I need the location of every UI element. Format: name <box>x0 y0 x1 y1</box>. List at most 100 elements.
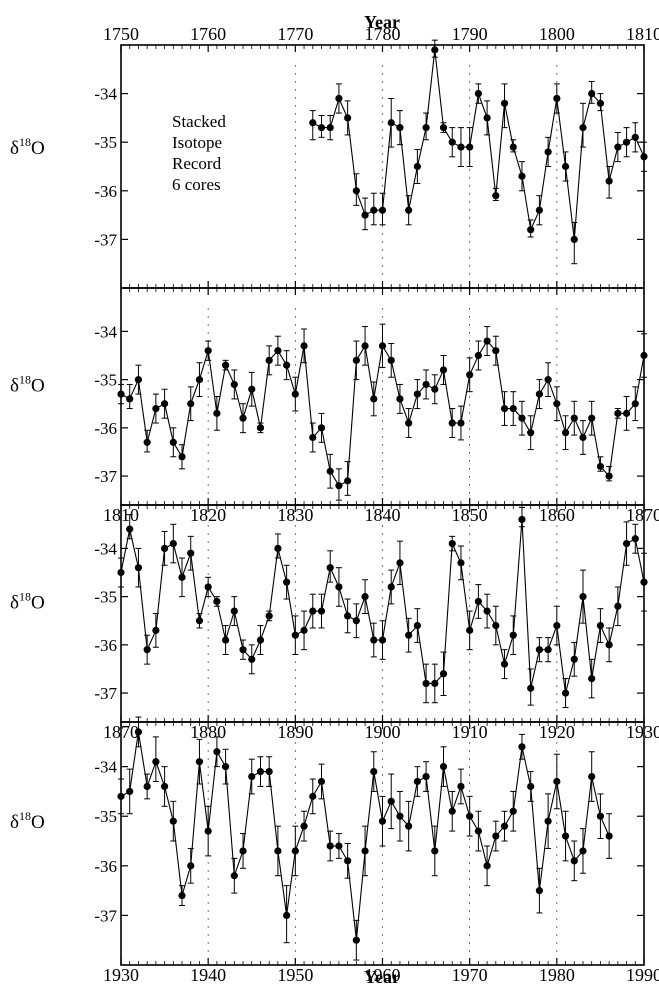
panel4-xtick-label: 1980 <box>539 965 575 985</box>
panel2-data-point <box>230 380 238 389</box>
panel2-data-point <box>500 404 509 413</box>
panel2-data-point <box>396 395 404 403</box>
panel2-data-point <box>596 462 605 471</box>
panel3-data-point <box>117 568 125 577</box>
panel2-data-point <box>466 371 474 379</box>
panel1-data-point <box>614 143 622 151</box>
panel3-data-point <box>474 597 482 606</box>
panel3-data-point <box>527 684 535 692</box>
panel4-data-point <box>535 887 544 895</box>
panel2-ytick-label: -35 <box>94 371 117 390</box>
panel3-data-point <box>405 631 413 639</box>
panel4-data-point <box>605 832 613 840</box>
panel2-data-point <box>509 404 517 413</box>
panel1-data-point <box>509 143 517 151</box>
panel3-data-point <box>291 631 299 639</box>
panel1-annotation-line: 6 cores <box>172 175 221 194</box>
panel2-data-point <box>134 376 143 384</box>
panel2-data-point <box>317 424 326 432</box>
panel1-data-point <box>361 211 369 219</box>
panel3-data-point <box>370 636 378 644</box>
panel4-data-point <box>317 777 326 786</box>
panel4-data-point <box>169 817 177 825</box>
panel2-data-point <box>126 395 134 403</box>
panel2-data-point <box>117 390 125 398</box>
panel3-data-point <box>187 549 195 557</box>
panel2-data-point <box>178 453 186 461</box>
panel2-data-point <box>204 347 212 355</box>
panel2-data-point <box>291 390 299 398</box>
panel1-data-point <box>317 124 326 132</box>
panel4-ylabel: δ18O <box>10 809 45 833</box>
panel3-data-point <box>535 646 544 654</box>
panel1-annotation-line: Isotope <box>172 133 222 152</box>
panel3-data-point <box>413 621 421 630</box>
panel4-data-point <box>291 847 299 855</box>
panel3-xtick-label: 1920 <box>539 722 575 742</box>
top-axis-title: Year <box>364 12 400 32</box>
panel1-data-point <box>387 119 395 127</box>
panel2-data-point <box>213 409 221 417</box>
panel1-data-point <box>457 143 465 151</box>
panel2-data-point <box>492 347 500 355</box>
panel3-data-point <box>553 621 561 630</box>
panel4-data-point <box>431 847 439 855</box>
panel4-data-point <box>500 822 509 830</box>
panel1-data-point <box>483 114 491 122</box>
panel1-xtick-label: 1800 <box>539 24 575 44</box>
panel2-data-point <box>640 351 648 360</box>
panel1-data-point <box>492 192 500 200</box>
panel3-data-point <box>309 607 317 615</box>
panel1-data-point <box>605 177 613 185</box>
panel1-data-point <box>352 187 360 195</box>
panel3-data-point <box>622 539 631 548</box>
panel1-ytick-label: -34 <box>94 85 117 104</box>
panel2-data-point <box>588 414 596 422</box>
panel4-xtick-label: 1960 <box>365 965 401 985</box>
panel2-data-point <box>474 351 482 360</box>
panel4-data-point <box>378 817 387 825</box>
panel4-data-point <box>544 817 552 825</box>
panel1-ytick-label: -35 <box>94 133 117 152</box>
panel3-data-point <box>561 689 570 697</box>
panel3-data-point <box>570 655 578 663</box>
panel1-data-point <box>518 172 526 180</box>
panel1-data-point <box>370 206 378 214</box>
panel2-ytick-label: -36 <box>94 419 117 438</box>
panel1-ytick-label: -36 <box>94 182 117 201</box>
panel4-data-point <box>439 763 448 771</box>
panel1-data-point <box>344 114 352 122</box>
panel4-data-point <box>518 743 526 751</box>
panel1-annotation-line: Record <box>172 154 222 173</box>
panel4-data-point <box>492 832 500 840</box>
panel2-data-point <box>187 400 195 408</box>
panel3-data-point <box>457 559 465 567</box>
panel4-data-point <box>143 782 151 791</box>
panel3-data-point <box>143 646 151 654</box>
panel3-data-point <box>344 612 352 620</box>
panel1-data-point <box>474 90 482 98</box>
panel3-data-point <box>448 539 456 548</box>
panel3-data-point <box>152 626 160 634</box>
panel3-xtick-label: 1910 <box>452 722 488 742</box>
panel4-data-point <box>527 782 535 791</box>
panel1-xtick-label: 1750 <box>103 24 139 44</box>
panel4-data-point <box>117 792 125 800</box>
panel2-data-point <box>570 414 578 422</box>
panel3-xtick-label: 1930 <box>626 722 659 742</box>
panel4-xtick-label: 1970 <box>452 965 488 985</box>
panel1-data-point <box>579 124 587 132</box>
panel2-data-point <box>605 472 613 480</box>
panel2-data-point <box>239 414 247 422</box>
panel4-data-point <box>222 763 230 771</box>
panel2-data-point <box>169 438 177 446</box>
panel3-data-point <box>439 670 448 678</box>
panel3-data-point <box>283 578 291 586</box>
panel1-xtick-label: 1810 <box>626 24 659 44</box>
panel1-ylabel: δ18O <box>10 135 45 159</box>
panel4-data-point <box>248 772 256 781</box>
panel3-data-point <box>335 583 343 591</box>
panel4-data-point <box>309 792 317 800</box>
panel3-ytick-label: -35 <box>94 588 117 607</box>
panel1-data-point <box>553 94 561 103</box>
